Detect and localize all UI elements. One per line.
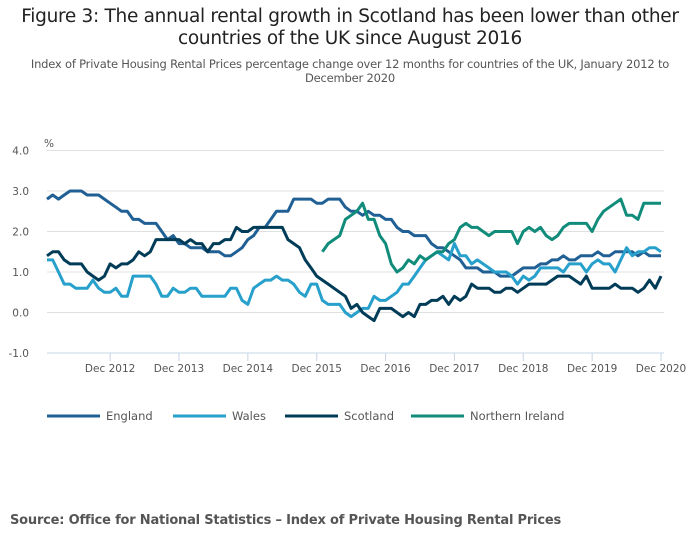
- legend-item-northern-ireland[interactable]: Northern Ireland: [411, 409, 564, 423]
- series-line-northern-ireland[interactable]: [321, 197, 661, 274]
- y-tick-label: 4.0: [12, 146, 29, 158]
- series-line-scotland[interactable]: [46, 225, 663, 323]
- x-tick-label: Dec 2013: [154, 363, 204, 375]
- legend-label: England: [106, 409, 153, 423]
- y-axis-ticks: 4.0 3.0 2.0 1.0 0.0 -1.0: [9, 146, 30, 361]
- source-note: Source: Office for National Statistics –…: [10, 513, 561, 528]
- y-tick-label: 3.0: [12, 186, 29, 198]
- x-tick-label: Dec 2012: [85, 363, 135, 375]
- legend-label: Wales: [232, 409, 266, 423]
- legend-item-wales[interactable]: Wales: [173, 409, 266, 423]
- y-tick-label: 0.0: [12, 308, 29, 320]
- x-tick-label: Dec 2017: [429, 363, 479, 375]
- x-tick-label: Dec 2016: [360, 363, 411, 375]
- chart-title: Figure 3: The annual rental growth in Sc…: [21, 6, 679, 49]
- legend-label: Scotland: [344, 409, 394, 423]
- y-tick-label: 2.0: [12, 227, 29, 239]
- chart-subtitle: Index of Private Housing Rental Prices p…: [30, 57, 670, 85]
- legend-item-scotland[interactable]: Scotland: [285, 409, 394, 423]
- x-tick-label: Dec 2020: [636, 363, 686, 375]
- x-tick-label: Dec 2018: [498, 363, 548, 375]
- series-line-wales[interactable]: [47, 242, 662, 319]
- x-tick-label: Dec 2014: [223, 363, 274, 375]
- legend-label: Northern Ireland: [470, 409, 564, 423]
- y-axis-unit-label: %: [44, 138, 54, 150]
- y-tick-label: 1.0: [12, 267, 29, 279]
- x-tick-label: Dec 2015: [292, 363, 342, 375]
- legend: England Wales Scotland Northern Ireland: [47, 409, 564, 423]
- series-line-england[interactable]: [46, 189, 661, 278]
- y-tick-label: -1.0: [9, 348, 30, 360]
- x-axis: Dec 2012 Dec 2013 Dec 2014 Dec 2015 Dec 2016…: [85, 353, 686, 375]
- legend-item-england[interactable]: England: [47, 409, 153, 423]
- x-tick-label: Dec 2019: [567, 363, 617, 375]
- series-lines: [46, 189, 663, 323]
